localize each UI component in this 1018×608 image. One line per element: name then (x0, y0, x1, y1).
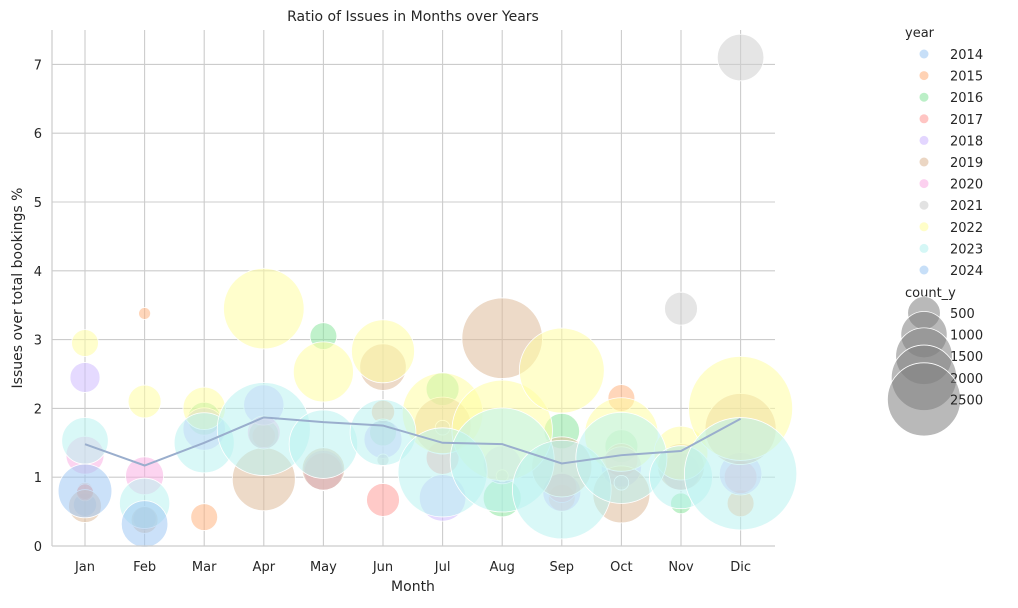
legend-title-year: year (905, 26, 935, 41)
legend-label-2017: 2017 (950, 113, 983, 128)
x-tick-label: Jan (74, 560, 95, 575)
bubble-2018-jan (69, 362, 101, 393)
trend-line (84, 416, 742, 467)
x-tick-label: Aug (490, 560, 515, 575)
bubble-2022-apr (223, 267, 305, 350)
x-axis-label: Month (391, 579, 435, 595)
legend-size-label-2500: 2500 (950, 393, 983, 408)
bubble-2022-jan (71, 329, 99, 357)
x-tick-label: Sep (550, 560, 575, 575)
legend-label-2014: 2014 (950, 48, 983, 63)
legend-label-2023: 2023 (950, 242, 983, 257)
legend-label-2020: 2020 (950, 178, 983, 193)
legend-marker-2018 (919, 135, 929, 145)
legend-marker-2015 (919, 71, 929, 81)
legend-marker-2022 (919, 222, 929, 232)
y-tick-label: 0 (34, 540, 42, 555)
bubble-2021-dic (716, 33, 765, 82)
axes (51, 30, 775, 547)
x-tick-label: Dic (730, 560, 751, 575)
legend-size-label-500: 500 (950, 307, 975, 322)
legend-label-2022: 2022 (950, 221, 983, 236)
x-tick-label: Oct (610, 560, 632, 575)
bubble-2024-feb (120, 500, 169, 548)
y-tick-label: 3 (34, 334, 42, 349)
y-tick-label: 6 (34, 127, 42, 142)
legend-marker-2020 (919, 179, 929, 189)
legend-marker-2024 (919, 265, 929, 275)
legend-size-marker-2500 (887, 362, 961, 437)
legend-marker-2017 (919, 114, 929, 124)
bubble-2023-jun (349, 399, 417, 466)
legend: year 2014 2015 2016 2017 2018 2019 2020 2021 2022… (887, 26, 983, 437)
bubble-2015-mar (190, 503, 219, 531)
x-tick-label: Jun (372, 560, 393, 575)
bubble-2022-may (292, 341, 354, 403)
legend-size-label-2000: 2000 (950, 372, 983, 387)
x-tick-label: Nov (668, 560, 694, 575)
bubble-2022-sep (518, 327, 605, 414)
x-tick-label: May (310, 560, 337, 575)
bubbles (57, 33, 798, 548)
legend-label-2018: 2018 (950, 134, 983, 149)
bubble-2023-jan (61, 417, 109, 465)
x-tick-label: Apr (253, 560, 276, 575)
y-tick-label: 4 (34, 265, 42, 280)
bubble-2024-jan (57, 463, 113, 519)
bubble-2022-jun (351, 319, 415, 384)
trend-line-group (84, 416, 742, 467)
bubble-2022-feb (127, 384, 162, 419)
legend-label-2015: 2015 (950, 70, 983, 85)
bubble-2017-jun (366, 483, 400, 517)
y-tick-label: 7 (34, 58, 42, 73)
x-tick-label: Feb (133, 560, 156, 575)
legend-label-2016: 2016 (950, 91, 983, 106)
bubble-2021-nov (664, 291, 698, 326)
y-tick-label: 2 (34, 402, 42, 417)
x-tick-label: Jul (434, 560, 451, 575)
legend-label-2024: 2024 (950, 264, 983, 279)
legend-title-count: count_y (905, 286, 956, 301)
legend-marker-2023 (919, 243, 929, 253)
bubble-2015-feb (138, 307, 152, 320)
bubble-2023-dic (683, 417, 798, 531)
legend-size-label-1500: 1500 (950, 350, 983, 365)
legend-label-2019: 2019 (950, 156, 983, 171)
legend-label-2021: 2021 (950, 199, 983, 214)
chart-title: Ratio of Issues in Months over Years (287, 9, 539, 25)
legend-marker-2016 (919, 92, 929, 102)
legend-size-label-1000: 1000 (950, 329, 983, 344)
y-tick-label: 1 (34, 471, 42, 486)
y-axis-label: Issues over total bookings % (10, 188, 26, 389)
y-tick-label: 5 (34, 196, 42, 211)
legend-marker-2021 (919, 200, 929, 210)
legend-marker-2014 (919, 49, 929, 59)
ticks: 0 1 2 3 4 5 6 7 Jan Feb Mar Apr May Jun Jul Aug Sep Oct No… (34, 58, 751, 575)
legend-marker-2019 (919, 157, 929, 167)
x-tick-label: Mar (192, 560, 217, 575)
